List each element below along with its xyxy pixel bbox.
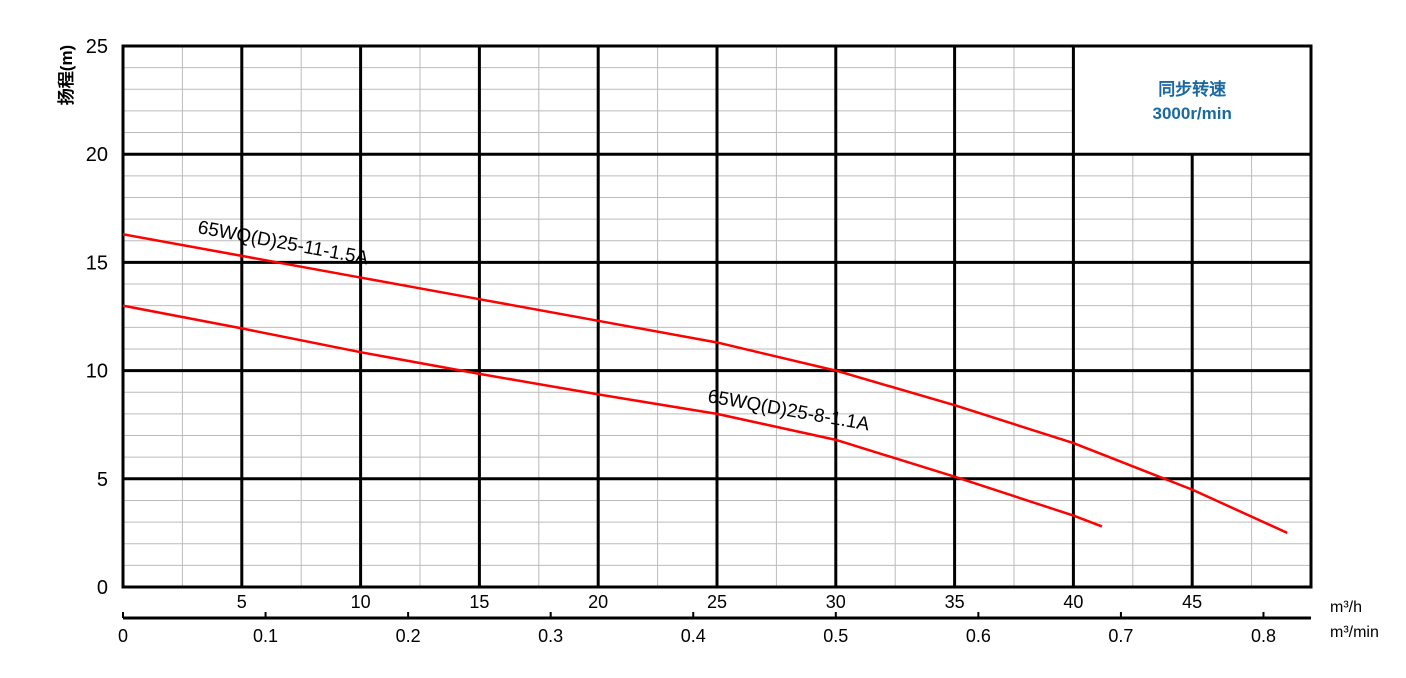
series-line-1	[122, 233, 1288, 535]
x-tick-label: 30	[826, 592, 846, 612]
x2-tick-label: 0.7	[1108, 626, 1133, 646]
x2-tick-label: 0.3	[538, 626, 563, 646]
x-axis-unit: m³/h	[1330, 599, 1362, 616]
y-tick-label: 10	[86, 361, 108, 383]
y-tick-label: 25	[86, 36, 108, 58]
y-tick-label: 20	[86, 144, 108, 166]
x-tick-label: 15	[469, 592, 489, 612]
series-line-2	[122, 304, 1103, 528]
x2-tick-label: 0.5	[823, 626, 848, 646]
speed-label: 同步转速	[1158, 79, 1226, 99]
y-tick-label: 15	[86, 252, 108, 274]
x-tick-label: 10	[351, 592, 371, 612]
x-tick-label: 40	[1063, 592, 1083, 612]
x-tick-label: 20	[588, 592, 608, 612]
x2-tick-label: 0.8	[1251, 626, 1276, 646]
x-tick-label: 25	[707, 592, 727, 612]
x2-tick-label: 0.2	[396, 626, 421, 646]
x2-axis-unit: m³/min	[1330, 624, 1379, 641]
series-label-2: 65WQ(D)25-8-1.1A	[706, 386, 871, 435]
x2-tick-label: 0.4	[681, 626, 706, 646]
y-axis-label: 扬程(m)	[56, 45, 76, 105]
x-tick-label: 35	[945, 592, 965, 612]
x2-tick-label: 0	[118, 626, 128, 646]
x-tick-label: 5	[237, 592, 247, 612]
speed-value: 3000r/min	[1153, 104, 1232, 123]
x2-tick-label: 0.1	[253, 626, 278, 646]
x-tick-label: 45	[1182, 592, 1202, 612]
y-tick-label: 5	[97, 469, 108, 491]
x2-tick-label: 0.6	[966, 626, 991, 646]
plot-frame	[121, 44, 1313, 589]
y-tick-label: 0	[97, 577, 108, 599]
